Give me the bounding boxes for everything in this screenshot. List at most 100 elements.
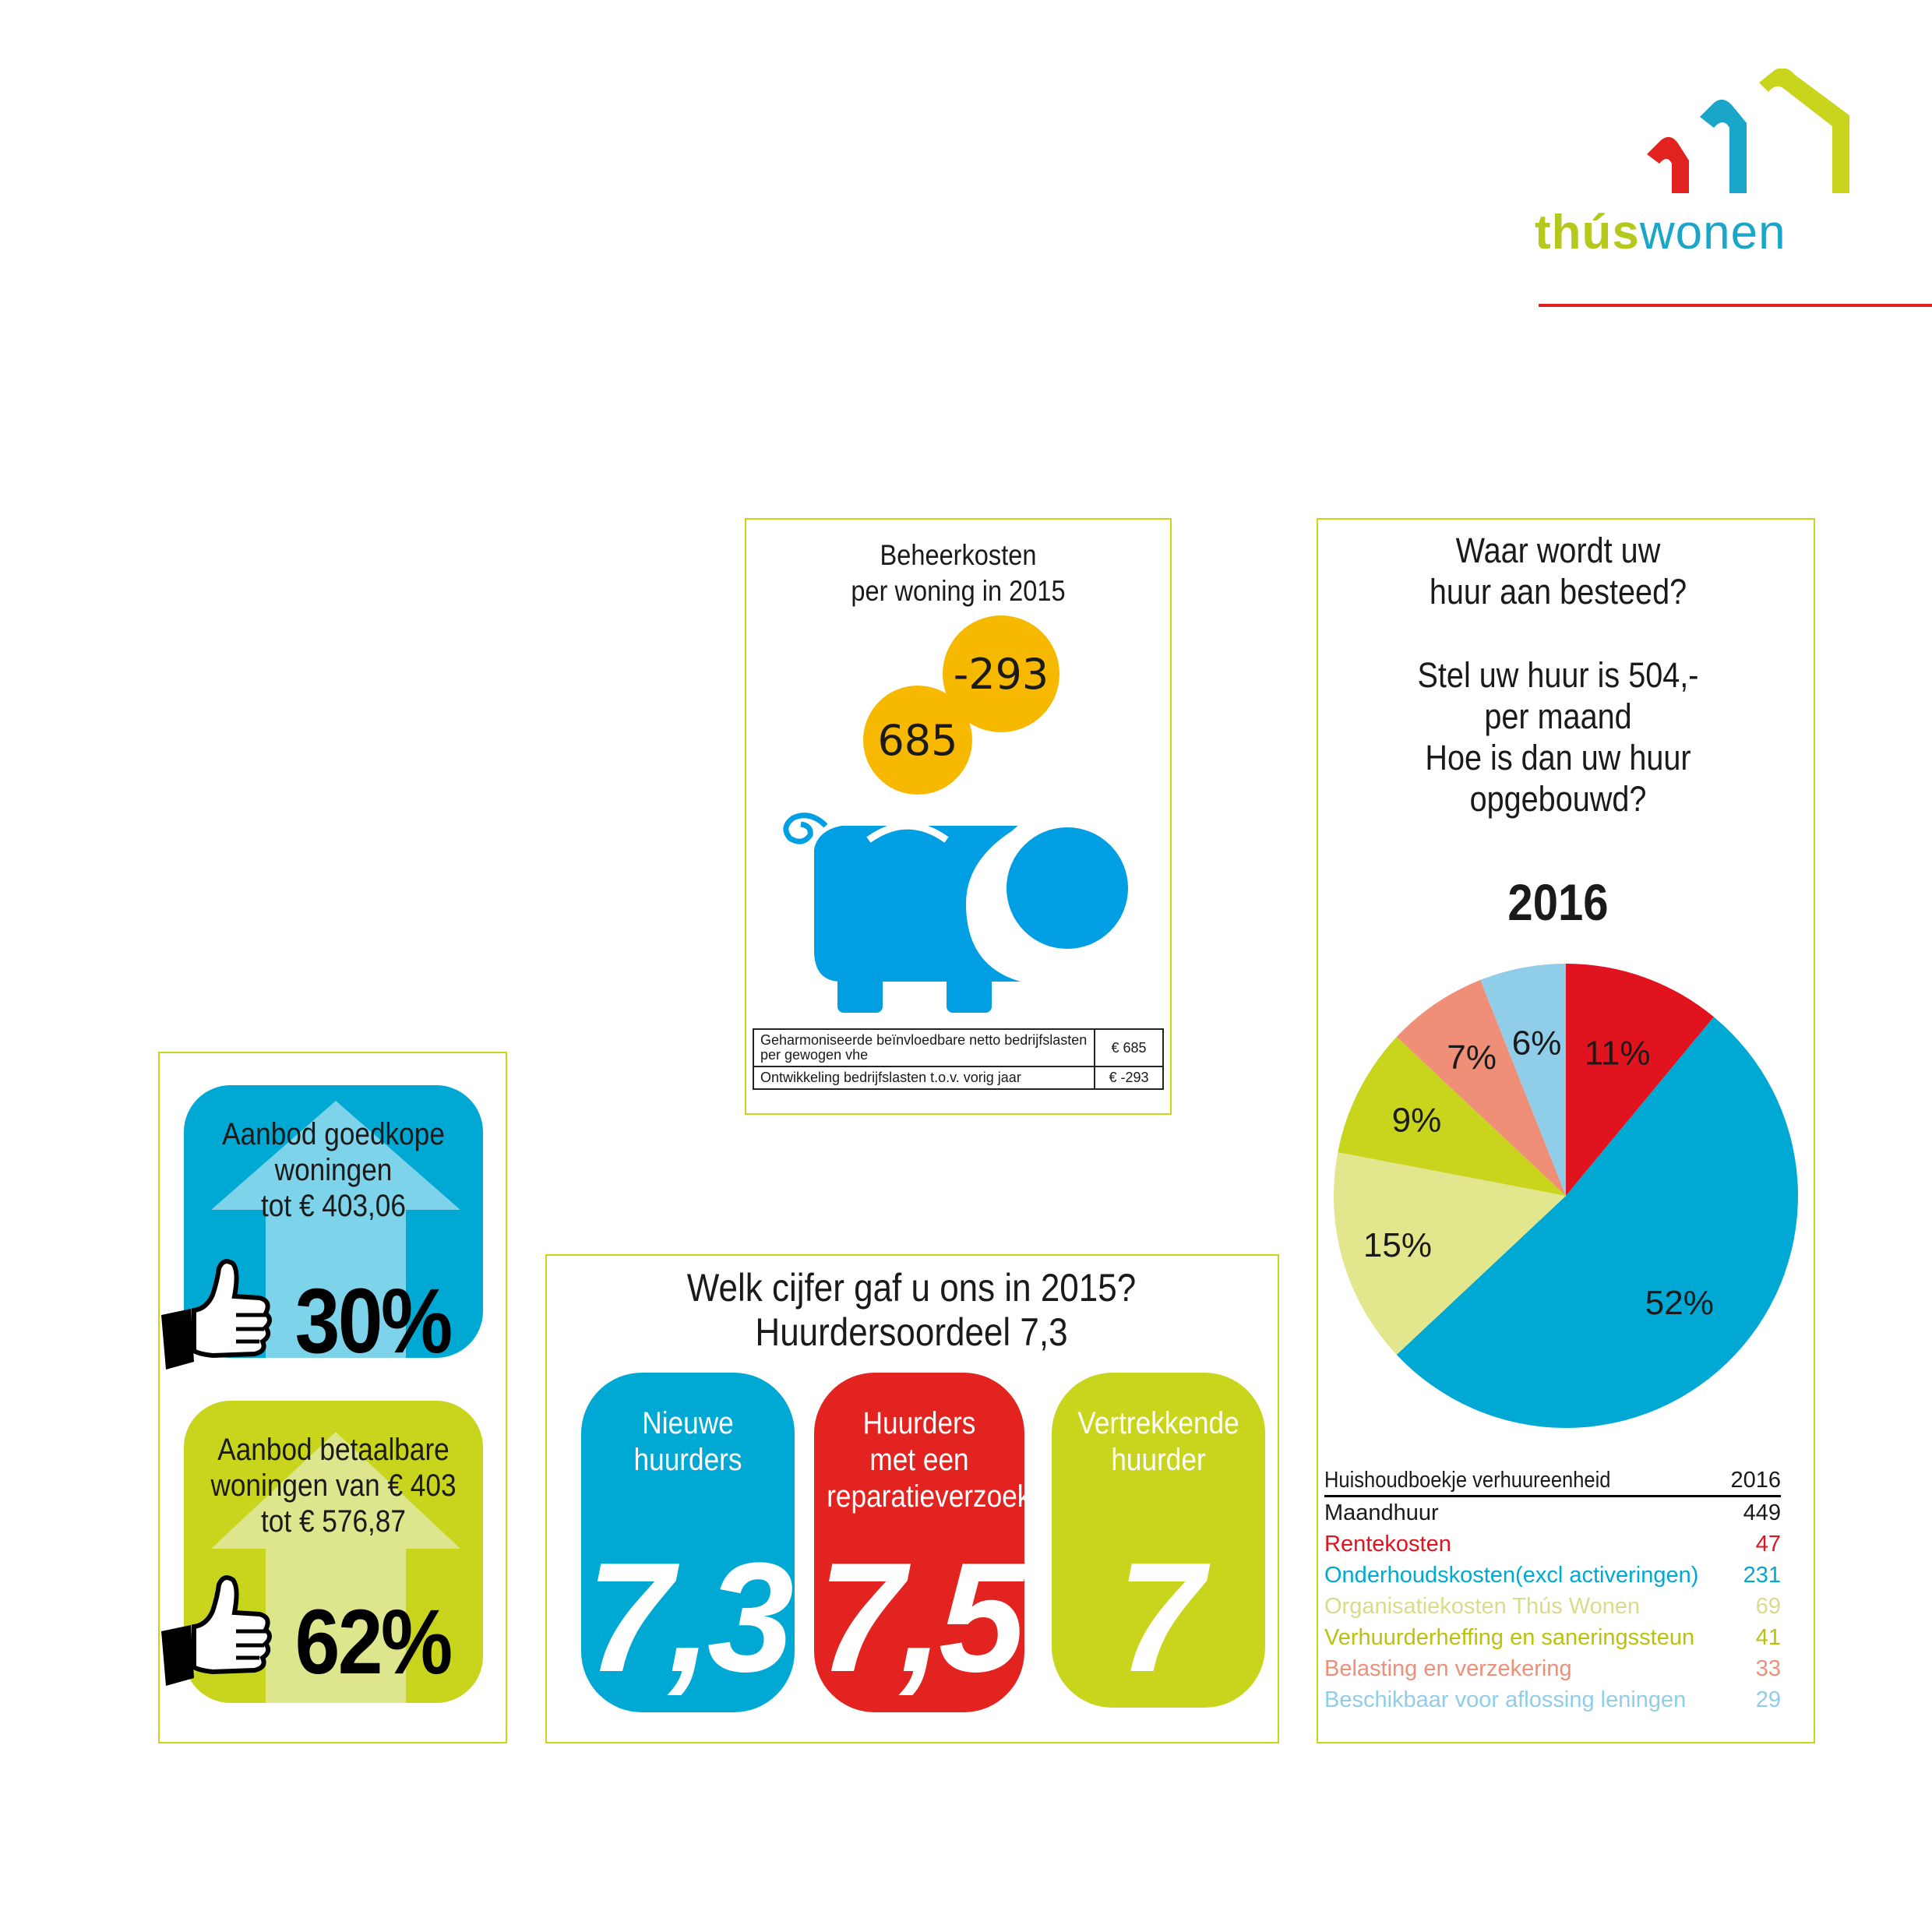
offer-affordable-title: Aanbod betaalbare woningen van € 403 tot… bbox=[202, 1432, 465, 1539]
costs-label: Ontwikkeling bedrijfslasten t.o.v. vorig… bbox=[753, 1066, 1095, 1090]
household-value: 33 bbox=[1755, 1655, 1781, 1681]
household-row: Organisatiekosten Thús Wonen 69 bbox=[1324, 1591, 1781, 1622]
pie-slice-label: 11% bbox=[1585, 1035, 1651, 1073]
score-title-line1: Welk cijfer gaf u ons in 2015? bbox=[686, 1266, 1137, 1310]
household-label: Rentekosten bbox=[1324, 1531, 1451, 1557]
logo-part2: wonen bbox=[1639, 206, 1786, 259]
pie-title: Waar wordt uw huur aan besteed? bbox=[1345, 530, 1771, 612]
household-label: Onderhoudskosten(excl activeringen) bbox=[1324, 1562, 1699, 1588]
score-card-line2: huurder bbox=[1111, 1443, 1206, 1477]
pie-title-line1: Waar wordt uw bbox=[1455, 531, 1661, 570]
pie-slice-label: 15% bbox=[1363, 1226, 1432, 1264]
pie-question-line1: Stel uw huur is 504,- bbox=[1417, 655, 1699, 695]
pie-question: Stel uw huur is 504,- per maand Hoe is d… bbox=[1345, 654, 1771, 820]
costs-label: Geharmoniseerde beïnvloedbare netto bedr… bbox=[753, 1028, 1095, 1067]
household-header-row: Huishoudboekje verhuureenheid 2016 bbox=[1324, 1465, 1781, 1497]
score-card-value: 7,5 bbox=[817, 1531, 1025, 1705]
household-table: Huishoudboekje verhuureenheid 2016 Maand… bbox=[1324, 1465, 1781, 1715]
offer-affordable-line2: woningen van € 403 bbox=[210, 1468, 457, 1503]
offer-cheap-line3: tot € 403,06 bbox=[261, 1189, 406, 1223]
piggy-title-line2: per woning in 2015 bbox=[851, 575, 1066, 607]
offer-affordable-pct: 62% bbox=[294, 1591, 453, 1694]
score-card-line1: Huurders bbox=[862, 1406, 976, 1440]
pie-slice bbox=[1338, 1037, 1566, 1196]
household-value: 47 bbox=[1755, 1531, 1781, 1557]
coin-primary-value: 685 bbox=[877, 715, 958, 765]
household-value: 231 bbox=[1743, 1562, 1781, 1588]
score-card-line2: huurders bbox=[633, 1443, 742, 1477]
coin-secondary-value: -293 bbox=[953, 649, 1049, 699]
pie-title-line2: huur aan besteed? bbox=[1429, 572, 1687, 612]
score-card-new: Nieuwe huurders 7,3 bbox=[581, 1373, 795, 1712]
pie-slice bbox=[1480, 964, 1566, 1196]
score-title-line2: Huurdersoordeel 7,3 bbox=[755, 1310, 1068, 1354]
costs-value: € 685 bbox=[1094, 1028, 1164, 1067]
household-row: Verhuurderheffing en saneringssteun 41 bbox=[1324, 1622, 1781, 1653]
score-card-leaving: Vertrekkende huurder 7 bbox=[1052, 1373, 1265, 1708]
pie-year: 2016 bbox=[1507, 873, 1609, 931]
logo-wordmark: thúswonen bbox=[1535, 209, 1786, 257]
arrow-up-icon bbox=[211, 1432, 460, 1703]
offer-affordable-line1: Aanbod betaalbare bbox=[217, 1433, 450, 1467]
coin-primary: 685 bbox=[863, 686, 972, 795]
offer-cheap-block: Aanbod goedkope woningen tot € 403,06 bbox=[184, 1085, 483, 1358]
score-card-line1: Vertrekkende bbox=[1077, 1406, 1239, 1440]
score-card-repair: Huurders met een reparatieverzoek 7,5 bbox=[814, 1373, 1031, 1712]
household-header-year: 2016 bbox=[1726, 1465, 1781, 1497]
costs-table: Geharmoniseerde beïnvloedbare netto bedr… bbox=[753, 1028, 1164, 1090]
household-header-label: Huishoudboekje verhuureenheid bbox=[1324, 1465, 1679, 1497]
offer-cheap-pct: 30% bbox=[294, 1270, 453, 1373]
logo-part1: thús bbox=[1535, 206, 1640, 259]
score-card-label: Vertrekkende huurder bbox=[1064, 1405, 1252, 1479]
pie-slice bbox=[1396, 1017, 1798, 1428]
household-value: 69 bbox=[1755, 1593, 1781, 1619]
costs-value: € -293 bbox=[1094, 1066, 1164, 1090]
pie-slice-label: 9% bbox=[1392, 1101, 1442, 1139]
pie-slice-label: 6% bbox=[1512, 1024, 1562, 1063]
pie-question-line4: opgebouwd? bbox=[1469, 779, 1647, 819]
costs-row: Geharmoniseerde beïnvloedbare netto bedr… bbox=[753, 1028, 1164, 1067]
thumbs-up-icon bbox=[161, 1575, 272, 1686]
arrow-up-icon bbox=[211, 1101, 460, 1358]
household-value: 449 bbox=[1743, 1500, 1781, 1525]
pie-chart: 11% 52% 15% 9%7% 6% bbox=[1334, 964, 1798, 1428]
score-card-line3: reparatieverzoek bbox=[827, 1479, 1031, 1514]
offer-affordable-line3: tot € 576,87 bbox=[261, 1504, 406, 1539]
household-label: Beschikbaar voor aflossing leningen bbox=[1324, 1687, 1687, 1712]
household-label: Verhuurderheffing en saneringssteun bbox=[1324, 1624, 1695, 1650]
pie-slice bbox=[1396, 979, 1566, 1196]
piggy-bank-icon bbox=[783, 809, 1145, 1013]
household-label: Belasting en verzekering bbox=[1324, 1655, 1572, 1681]
household-row: Belasting en verzekering 33 bbox=[1324, 1653, 1781, 1684]
offer-cheap-title: Aanbod goedkope woningen tot € 403,06 bbox=[202, 1116, 465, 1224]
piggy-title-line1: Beheerkosten bbox=[880, 539, 1037, 571]
household-label: Organisatiekosten Thús Wonen bbox=[1324, 1593, 1641, 1619]
score-card-line2: met een bbox=[869, 1443, 969, 1477]
costs-row: Ontwikkeling bedrijfslasten t.o.v. vorig… bbox=[753, 1066, 1164, 1090]
score-card-value: 7 bbox=[1117, 1531, 1204, 1705]
household-value: 41 bbox=[1755, 1624, 1781, 1650]
score-card-line1: Nieuwe bbox=[642, 1406, 734, 1440]
household-row: Onderhoudskosten(excl activeringen) 231 bbox=[1324, 1560, 1781, 1591]
household-row: Beschikbaar voor aflossing leningen 29 bbox=[1324, 1684, 1781, 1715]
household-label: Maandhuur bbox=[1324, 1500, 1439, 1525]
score-card-label: Nieuwe huurders bbox=[594, 1405, 781, 1479]
pie-slice bbox=[1566, 964, 1714, 1196]
thumbs-up-icon bbox=[161, 1259, 272, 1370]
pie-slice-label: 52% bbox=[1645, 1284, 1714, 1322]
piggy-title: Beheerkosten per woning in 2015 bbox=[770, 538, 1146, 609]
header-rule bbox=[1539, 304, 1932, 307]
pie-question-line2: per maand bbox=[1484, 696, 1632, 736]
household-value: 29 bbox=[1755, 1687, 1781, 1712]
household-row: Rentekosten 47 bbox=[1324, 1528, 1781, 1560]
pie-slice bbox=[1334, 1152, 1566, 1355]
offer-cheap-line1: Aanbod goedkope bbox=[222, 1117, 445, 1151]
pie-question-line3: Hoe is dan uw huur bbox=[1425, 738, 1691, 777]
household-row: Maandhuur 449 bbox=[1324, 1497, 1781, 1529]
score-card-label: Huurders met een reparatieverzoek bbox=[827, 1405, 1031, 1515]
offer-cheap-line2: woningen bbox=[274, 1153, 393, 1187]
score-title: Welk cijfer gaf u ons in 2015? Huurderso… bbox=[589, 1266, 1233, 1355]
logo-mark bbox=[1647, 69, 1849, 193]
score-card-value: 7,3 bbox=[586, 1531, 794, 1705]
pie-slice-label: 7% bbox=[1447, 1038, 1497, 1077]
